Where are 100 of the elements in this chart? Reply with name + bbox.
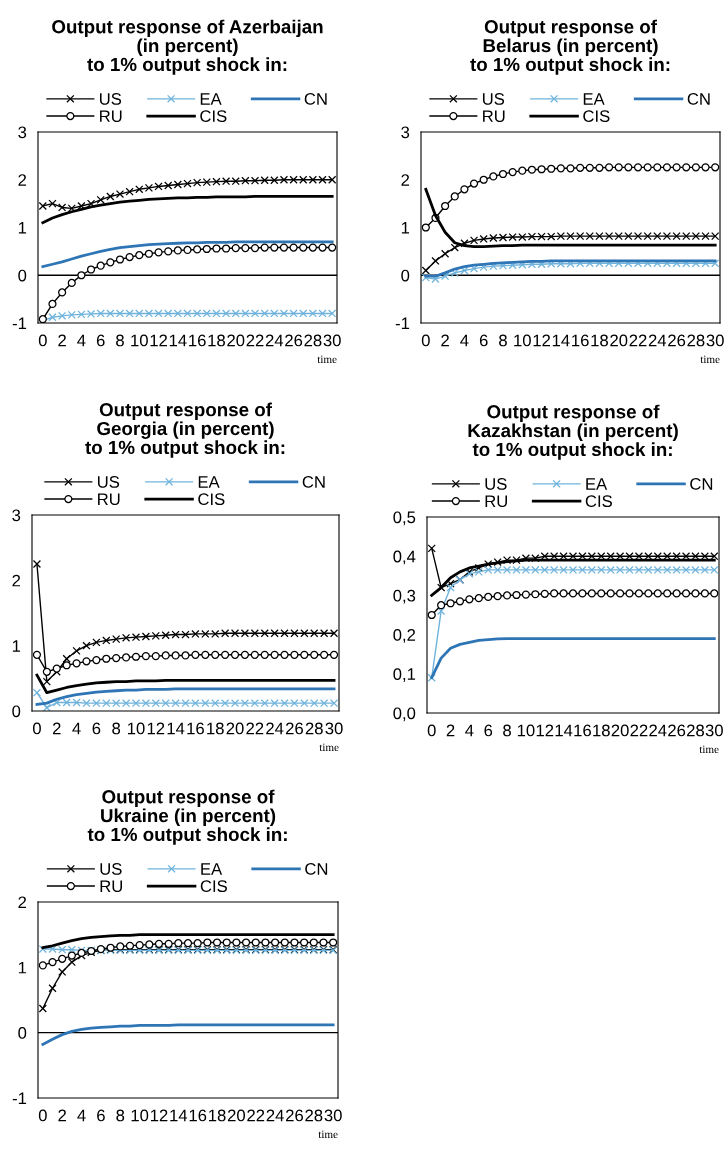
x-tick-label: 28 [305, 722, 323, 735]
y-tick-label: 0,3 [393, 589, 416, 604]
legend-label: EA [198, 476, 220, 488]
x-tick-label: 28 [304, 334, 322, 347]
x-tick-label: 22 [629, 334, 647, 347]
x-tick-label: 30 [706, 334, 724, 347]
y-tick-label: 0,5 [393, 511, 416, 526]
y-tick-label: 3 [12, 509, 21, 522]
x-tick-label: 12 [150, 334, 167, 347]
y-tick-label: 0 [18, 1027, 27, 1039]
x-tick-label: 28 [687, 724, 704, 737]
x-tick-label: 26 [285, 334, 303, 347]
legend-label: CN [302, 476, 325, 488]
y-tick-label: 3 [18, 126, 27, 139]
legend-label: US [482, 93, 505, 105]
x-tick-label: 16 [574, 724, 591, 737]
y-tick-label: 1 [18, 961, 27, 974]
y-tick-label: 0,4 [393, 550, 416, 565]
x-axis-title: time [317, 355, 337, 364]
legend-label: CN [690, 478, 713, 490]
y-tick-label: 3 [401, 126, 410, 139]
legend-label: CIS [200, 110, 227, 123]
x-tick-label: 10 [514, 334, 531, 347]
y-tick-label: 1 [401, 222, 410, 234]
x-tick-label: 26 [668, 724, 686, 737]
x-tick-label: 30 [705, 724, 723, 737]
legend-label: CIS [198, 493, 225, 506]
x-tick-label: 0 [38, 334, 47, 347]
x-tick-label: 4 [77, 1109, 86, 1122]
x-tick-label: 16 [572, 334, 589, 347]
x-tick-label: 28 [687, 334, 705, 347]
chart-title: Output response of Kazakhstan (in percent) to 1% output shock in: [468, 404, 678, 460]
x-tick-label: 30 [324, 1109, 342, 1122]
x-tick-label: 12 [147, 722, 165, 735]
x-tick-label: 4 [465, 724, 474, 737]
chart-title: Output response of Ukraine (in percent) to 1% output shock in: [87, 789, 287, 845]
x-tick-label: 10 [127, 722, 145, 735]
chart-title: Output response of Belarus (in percent) to 1% output shock in: [470, 19, 670, 75]
x-tick-label: 18 [209, 1109, 226, 1122]
y-tick-label: 2 [18, 896, 27, 909]
y-tick-label: 0 [12, 705, 21, 718]
x-tick-label: 4 [460, 334, 469, 347]
x-tick-label: 0 [421, 334, 430, 347]
x-tick-label: 10 [131, 334, 148, 347]
x-tick-label: 2 [446, 724, 455, 737]
legend-label: CIS [585, 495, 612, 508]
legend-label: CIS [200, 880, 227, 893]
x-tick-label: 22 [246, 722, 264, 735]
x-tick-label: 24 [266, 722, 284, 735]
x-tick-label: 18 [593, 724, 610, 737]
x-tick-label: 12 [536, 724, 554, 737]
x-tick-label: 6 [479, 334, 488, 347]
x-tick-label: 6 [96, 334, 105, 347]
x-tick-label: 2 [58, 1109, 66, 1122]
x-tick-label: 14 [169, 334, 187, 347]
x-tick-label: 22 [246, 334, 264, 347]
x-tick-label: 16 [187, 722, 204, 735]
y-tick-label: 0 [18, 269, 27, 282]
x-tick-label: 6 [92, 722, 101, 735]
x-tick-label: 26 [668, 334, 686, 347]
x-tick-label: 0 [427, 724, 436, 737]
x-tick-label: 18 [591, 334, 608, 347]
y-tick-label: 0,0 [393, 707, 416, 722]
x-tick-label: 8 [112, 722, 121, 735]
legend-label: EA [200, 93, 222, 105]
x-tick-label: 8 [116, 1109, 125, 1122]
x-axis-title: time [319, 743, 339, 752]
legend-label: CN [304, 93, 327, 105]
x-tick-label: 24 [265, 334, 284, 347]
x-axis-title: time [699, 745, 719, 754]
legend-label: RU [98, 493, 120, 506]
y-tick-label: 0 [401, 269, 410, 282]
legend-label: US [485, 478, 507, 490]
x-tick-label: 22 [630, 724, 648, 737]
y-tick-label: -1 [395, 317, 410, 330]
x-axis-title: time [318, 1130, 338, 1139]
legend-label: RU [100, 880, 122, 893]
y-tick-label: 2 [18, 174, 27, 186]
x-tick-label: 12 [533, 334, 550, 347]
x-tick-label: 2 [441, 334, 449, 347]
x-tick-label: 30 [325, 722, 343, 735]
x-tick-label: 20 [227, 334, 245, 347]
x-tick-label: 16 [189, 1109, 207, 1122]
x-tick-label: 2 [58, 334, 66, 347]
x-tick-label: 30 [323, 334, 341, 347]
legend-label: RU [100, 110, 122, 123]
x-tick-label: 6 [97, 1109, 105, 1122]
x-tick-label: 22 [247, 1109, 265, 1122]
x-tick-label: 16 [189, 334, 206, 347]
legend-label: EA [586, 478, 608, 490]
x-tick-label: 18 [208, 334, 225, 347]
legend-label: US [97, 476, 120, 488]
y-tick-label: 0,2 [393, 629, 416, 643]
y-tick-label: -1 [12, 1092, 27, 1105]
legend-label: RU [485, 495, 507, 508]
chart-title: Output response of Georgia (in percent) to 1% output shock in: [85, 402, 285, 458]
x-tick-label: 18 [207, 722, 224, 735]
x-tick-label: 10 [131, 1109, 149, 1122]
legend-label: CIS [583, 110, 610, 123]
x-axis-title: time [700, 355, 720, 364]
